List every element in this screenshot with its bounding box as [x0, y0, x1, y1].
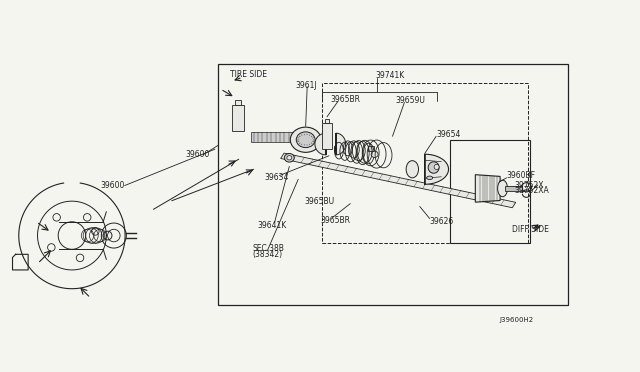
Ellipse shape — [434, 164, 439, 170]
Polygon shape — [336, 133, 346, 155]
Bar — [218, 64, 568, 305]
Polygon shape — [505, 186, 522, 191]
Text: 39641K: 39641K — [257, 221, 287, 231]
Text: TIRE SIDE: TIRE SIDE — [230, 70, 267, 79]
Ellipse shape — [284, 154, 294, 162]
Text: J39600H2: J39600H2 — [499, 317, 533, 323]
Text: 3965BU: 3965BU — [304, 197, 334, 206]
Polygon shape — [476, 175, 500, 202]
Text: 39626: 39626 — [429, 217, 454, 226]
Bar — [367, 146, 374, 151]
Bar — [449, 140, 530, 243]
Text: 39752X: 39752X — [515, 181, 544, 190]
Ellipse shape — [428, 162, 439, 173]
Ellipse shape — [427, 176, 433, 180]
Text: 39659U: 39659U — [396, 96, 426, 105]
Text: 39654: 39654 — [436, 129, 461, 138]
Polygon shape — [251, 132, 296, 142]
Text: SEC.38B: SEC.38B — [253, 244, 285, 253]
Ellipse shape — [287, 155, 292, 160]
Ellipse shape — [296, 132, 315, 148]
Bar — [322, 83, 529, 243]
Polygon shape — [322, 122, 332, 149]
Ellipse shape — [498, 180, 508, 197]
Text: 39752XA: 39752XA — [515, 186, 549, 195]
Polygon shape — [232, 105, 244, 131]
Text: (38342): (38342) — [253, 250, 283, 259]
Text: 3965BR: 3965BR — [330, 95, 360, 104]
Ellipse shape — [406, 161, 419, 178]
Ellipse shape — [291, 127, 321, 153]
Ellipse shape — [371, 151, 378, 157]
Polygon shape — [235, 100, 241, 105]
Text: 39600: 39600 — [185, 150, 209, 160]
Text: 39634: 39634 — [264, 173, 289, 182]
Text: DIFF SIDE: DIFF SIDE — [511, 225, 548, 234]
Polygon shape — [281, 153, 516, 208]
Bar — [334, 146, 340, 151]
Text: 3961J: 3961J — [296, 81, 317, 90]
Polygon shape — [315, 133, 326, 155]
Ellipse shape — [323, 142, 331, 146]
Text: 39600: 39600 — [101, 181, 125, 190]
Polygon shape — [425, 154, 449, 184]
Polygon shape — [324, 119, 330, 122]
Text: 3965BR: 3965BR — [321, 216, 351, 225]
Text: 39741K: 39741K — [376, 71, 405, 80]
Text: 3960BF: 3960BF — [507, 171, 536, 180]
